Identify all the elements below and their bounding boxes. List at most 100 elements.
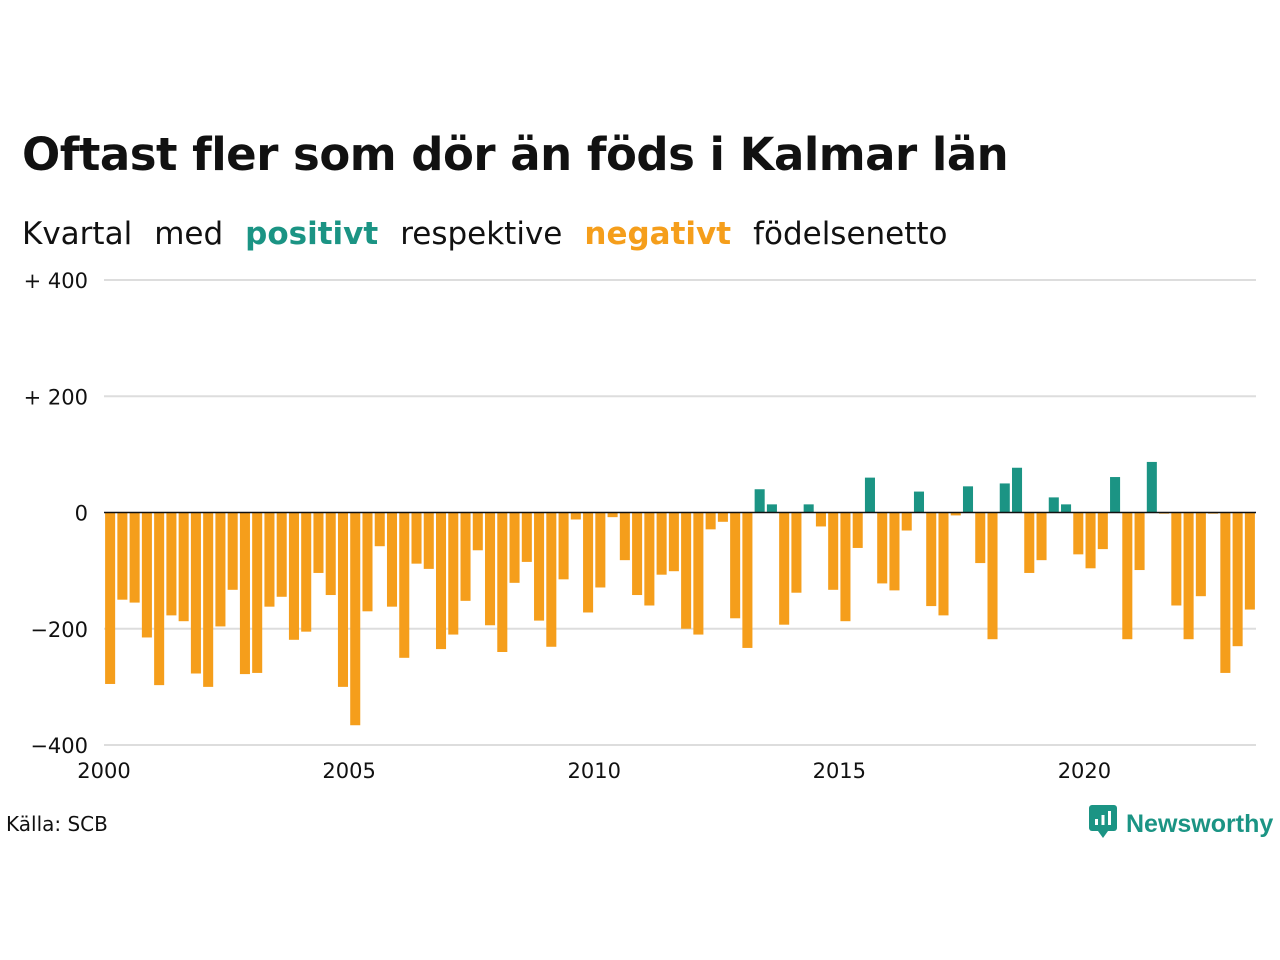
chart-title: Oftast fler som dör än föds i Kalmar län (22, 128, 1009, 181)
bar (583, 512, 594, 613)
source-note: Källa: SCB (6, 812, 108, 836)
y-tick-label: −400 (30, 734, 88, 758)
bar (742, 512, 753, 648)
bar (730, 512, 741, 619)
bar (644, 512, 655, 606)
bar (938, 512, 949, 616)
brand-logo: Newsworthy (1088, 804, 1273, 844)
bar (105, 512, 116, 684)
bar (791, 512, 802, 593)
x-tick-label: 2020 (1058, 759, 1111, 783)
brand-name: Newsworthy (1126, 809, 1274, 838)
bar (1024, 512, 1035, 573)
bar (435, 512, 447, 650)
x-tick-label: 2015 (813, 759, 866, 783)
bar (362, 512, 373, 612)
bar (337, 512, 349, 687)
bar (1195, 512, 1206, 597)
bar (803, 504, 814, 513)
bar (1048, 497, 1059, 513)
bar (276, 512, 287, 597)
bar (595, 512, 606, 588)
bar (129, 512, 140, 603)
bar (141, 512, 152, 638)
bar (215, 512, 226, 627)
bar (411, 512, 422, 564)
subtitle-word: med (154, 216, 224, 252)
bar (227, 512, 238, 590)
y-tick-label: −200 (30, 618, 88, 642)
bar (1220, 512, 1231, 673)
bar (717, 512, 728, 522)
bar (901, 512, 912, 531)
bar (570, 512, 581, 520)
x-tick-label: 2005 (322, 759, 375, 783)
bar (313, 512, 324, 573)
bar (1085, 512, 1096, 569)
bar (386, 512, 398, 607)
y-tick-label: + 200 (24, 385, 88, 409)
bar (509, 512, 520, 583)
bar (962, 486, 974, 513)
bar (815, 512, 826, 527)
bar (448, 512, 459, 635)
bar (1036, 512, 1047, 561)
y-tick-label: 0 (75, 502, 88, 526)
chart-subtitle: Kvartal med positivt respektive negativt föde… (22, 216, 970, 252)
bar (374, 512, 385, 547)
bar (288, 512, 299, 640)
bar (1061, 504, 1072, 513)
bar (1110, 477, 1121, 513)
bar (178, 512, 189, 622)
bar (632, 512, 643, 596)
bar (607, 512, 618, 518)
bar (840, 512, 851, 622)
bar (754, 489, 765, 513)
bar (558, 512, 569, 580)
bar (190, 512, 201, 674)
bar (975, 512, 986, 564)
x-tick-label: 2000 (77, 759, 130, 783)
bar (423, 512, 434, 569)
bar (926, 512, 937, 607)
bar (1073, 512, 1084, 555)
bar (485, 512, 496, 626)
bar (472, 512, 483, 551)
bar (534, 512, 545, 621)
bar (203, 512, 214, 687)
bar (166, 512, 177, 616)
y-tick-label: + 400 (24, 269, 88, 293)
bar (828, 512, 839, 590)
newsworthy-logo-icon (1088, 804, 1118, 844)
bar (350, 512, 361, 726)
bar (766, 504, 777, 513)
bar (1183, 512, 1194, 640)
bar (497, 512, 508, 652)
bar (1146, 461, 1157, 513)
bar (1134, 512, 1145, 571)
x-tick-label: 2010 (567, 759, 620, 783)
subtitle-word: Kvartal (22, 216, 133, 252)
bar (852, 512, 863, 548)
bar (779, 512, 790, 625)
subtitle-positive-label: positivt (245, 216, 379, 252)
bar (252, 512, 263, 673)
bar (999, 483, 1010, 513)
bar (546, 512, 557, 647)
bar (656, 512, 667, 575)
bar (399, 512, 410, 658)
bar (1244, 512, 1255, 610)
bar (325, 512, 336, 596)
bar (681, 512, 692, 629)
subtitle-negative-label: negativt (584, 216, 732, 252)
bar (913, 491, 925, 513)
subtitle-word: födelsenetto (753, 216, 948, 252)
bar (668, 512, 679, 572)
bar (1097, 512, 1108, 550)
bar (1011, 467, 1023, 513)
bar (1171, 512, 1182, 606)
bar (987, 512, 998, 640)
bar (117, 512, 128, 600)
bar (301, 512, 312, 632)
bar (239, 512, 250, 675)
